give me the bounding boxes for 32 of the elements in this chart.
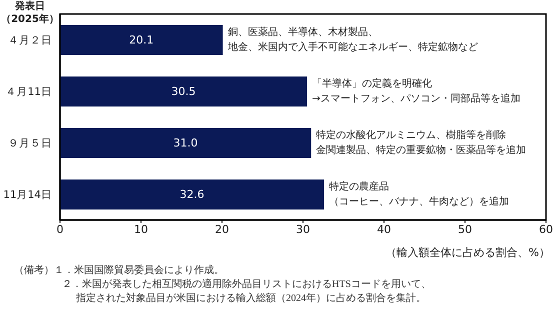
y-tick-label: 11月14日 [3,188,52,201]
y-tick-label: ４月２日 [8,34,52,46]
y-tick-label: ９月５日 [8,137,52,150]
x-axis-title: （輸入額全体に占める割合、%） [386,246,550,259]
bar [60,180,324,210]
annotation: 特定の農産品 [329,180,390,192]
x-tick-label: 30 [296,222,310,236]
bar [60,128,312,158]
data-label: 32.6 [180,188,204,201]
data-label: 30.5 [171,85,196,98]
annotation: →スマートフォン、パソコン・同部品等を追加 [312,92,520,104]
x-tick-label: 40 [377,222,391,236]
x-tick-label: 50 [458,222,472,236]
x-tick-label: 0 [56,222,64,236]
annotation: （コーヒー、バナナ、牛肉など）を追加 [329,196,510,208]
y-tick-label: ４月11日 [6,86,52,98]
bar [60,76,308,106]
text: 指定された対象品目が米国における輸入総額（2024年）に占める割合を集計。 [75,292,427,306]
text: （備考）１．米国国際貿易委員会により作成。 [14,264,225,278]
text: ２．米国が発表した相互関税の適用除外品目リストにおけるHTSコードを用いて、 [61,278,431,292]
data-label: 20.1 [129,34,154,46]
annotation: 「半導体」の定義を明確化 [312,78,432,90]
x-tick-label: 10 [134,222,148,236]
annotation: 特定の水酸化アルミニウム、樹脂等を削除 [316,129,506,141]
x-tick-label: 60 [539,222,553,236]
annotation: 金関連製品、特定の重要鉱物・医薬品等を追加 [316,144,526,156]
annotation: 銅、医薬品、半導体、木材製品、 [228,26,378,38]
x-tick-label: 20 [215,222,229,236]
annotation: 地金、米国内で入手不可能なエネルギー、特定鉱物など [226,41,478,53]
bar [60,25,223,55]
data-label: 31.0 [173,136,198,150]
y-axis-title: 発表日（2025年） [0,0,60,26]
